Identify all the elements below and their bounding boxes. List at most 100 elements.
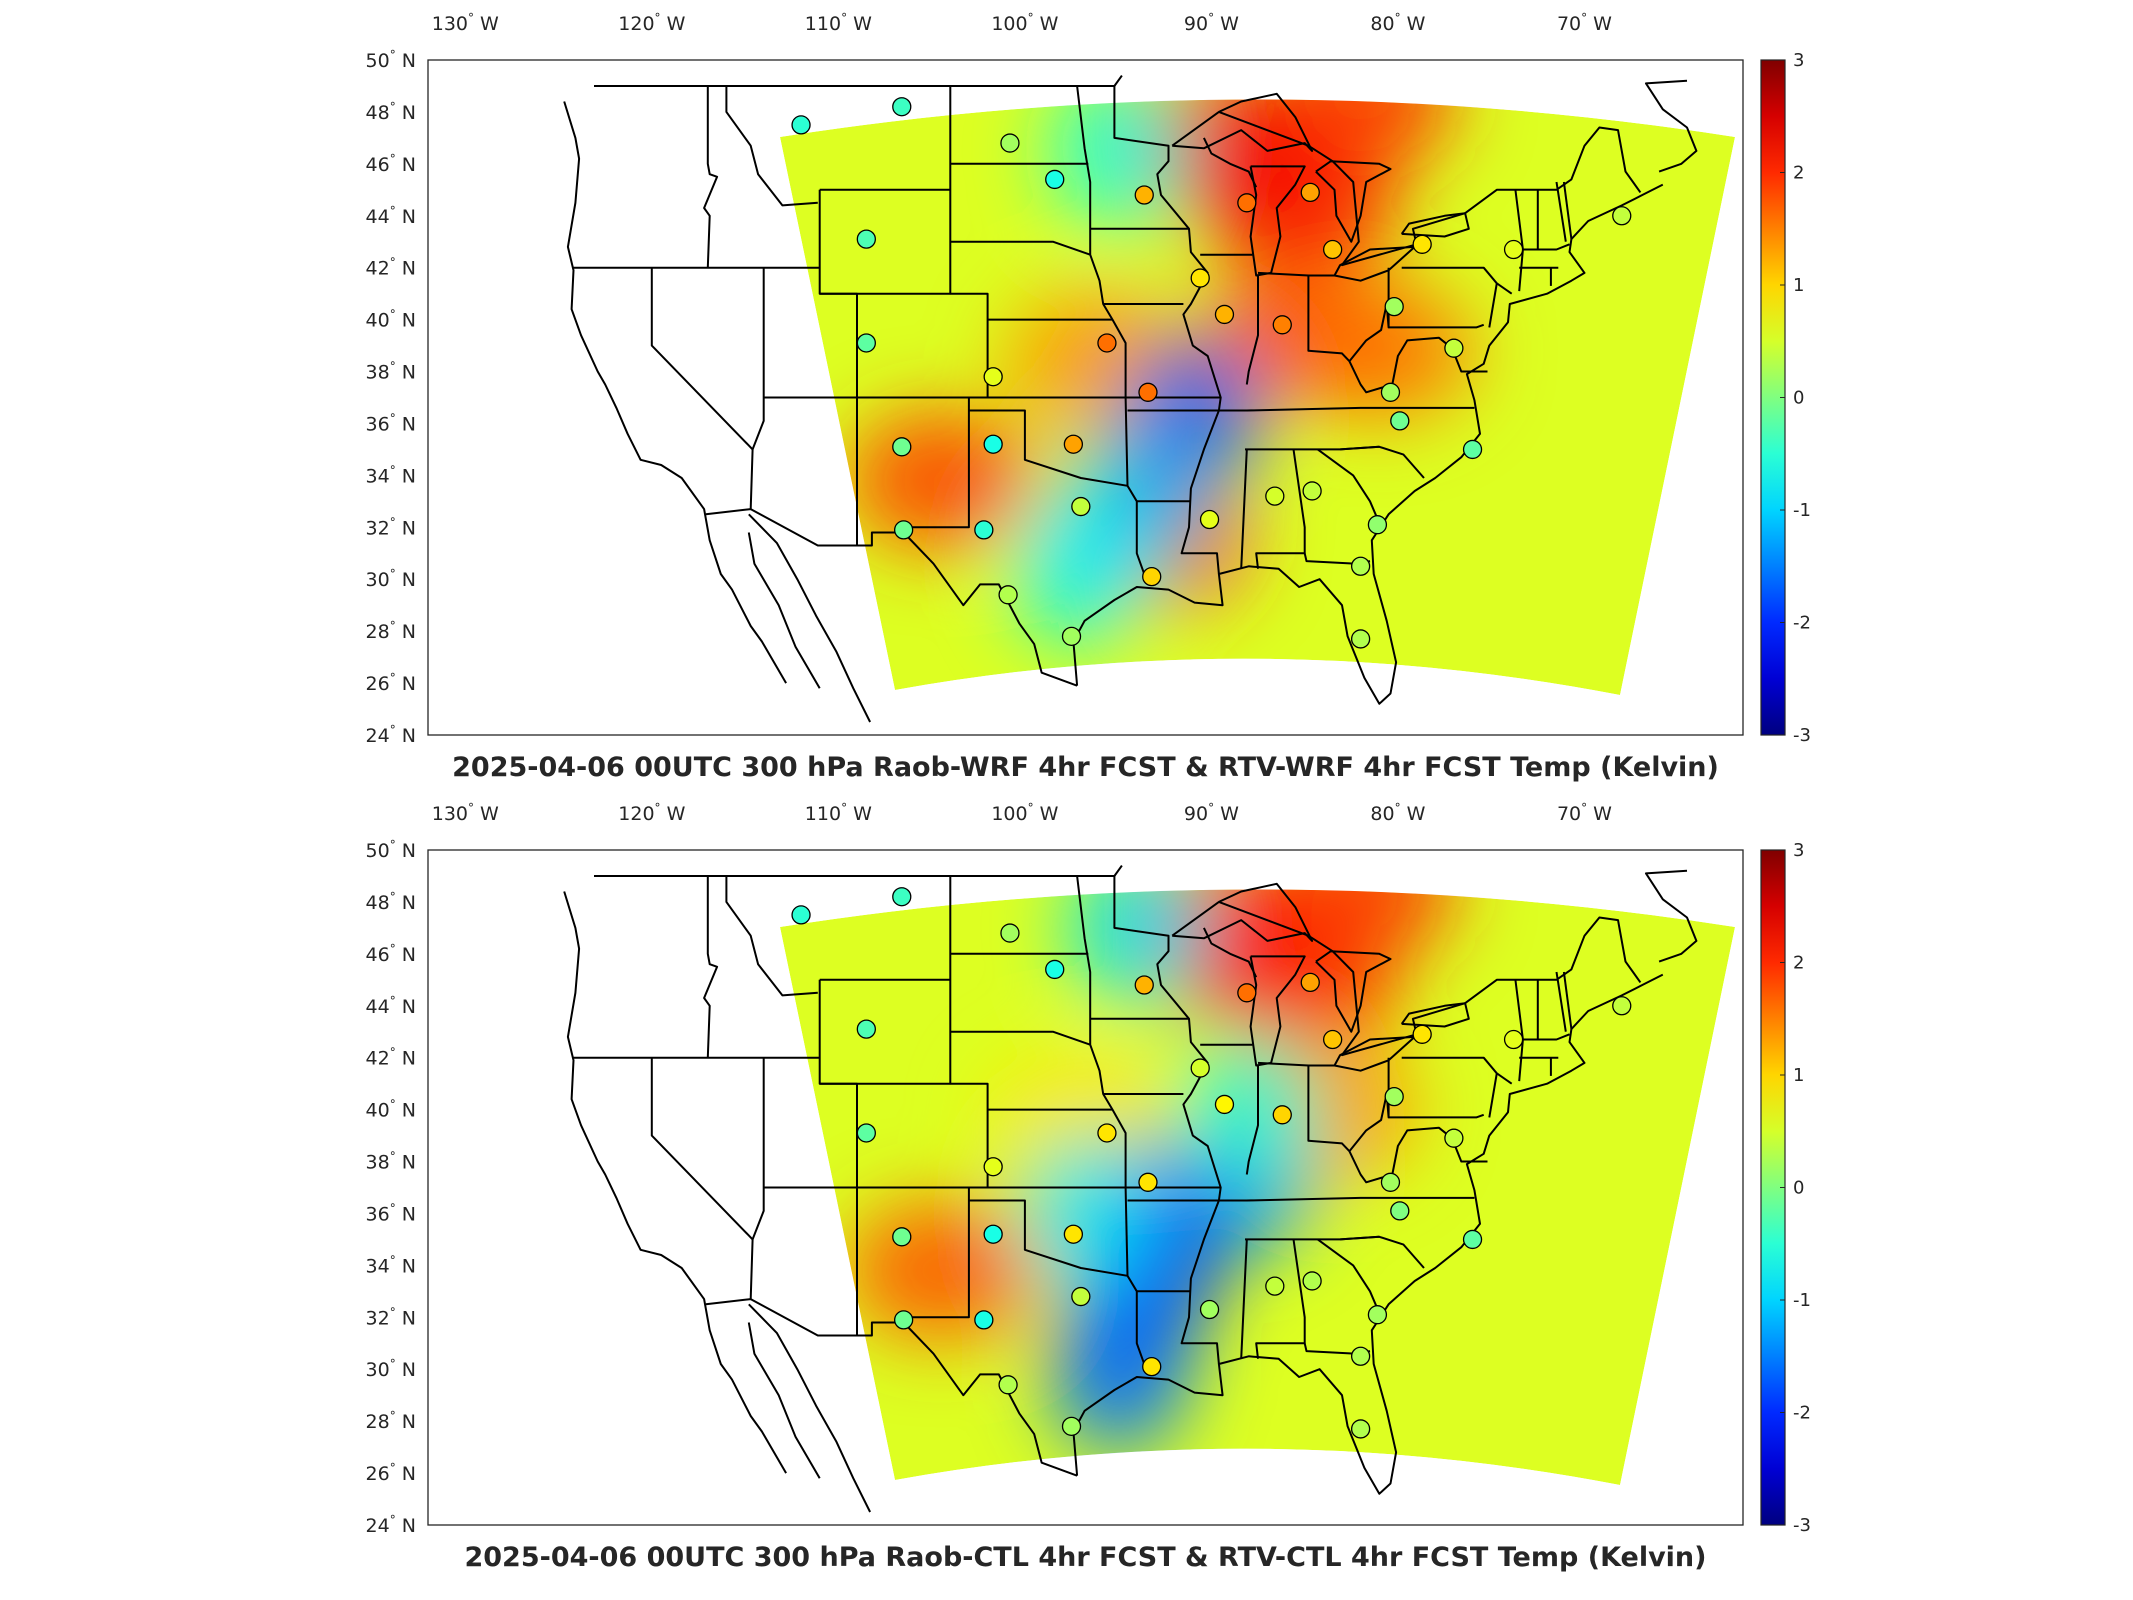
state-border-24 [1245, 275, 1259, 385]
great-lake-0 [1171, 92, 1314, 152]
raob-station [1302, 1271, 1322, 1291]
state-border-41 [1555, 181, 1567, 242]
latitude-label: 28° N [366, 619, 416, 643]
cold-anomaly [1066, 889, 1207, 1008]
raob-station [1322, 239, 1343, 260]
raob-station [1612, 996, 1632, 1016]
state-border-27 [1240, 1239, 1248, 1359]
coastline-maritimes [1645, 79, 1698, 173]
raob-station [892, 1227, 912, 1247]
raob-station [1097, 1123, 1117, 1143]
coastline-east [1072, 973, 1664, 1495]
colorbar: 3 2 1 0 -1 -2 -3 [1760, 840, 1811, 1536]
raob-station [892, 97, 912, 117]
latitude-label: 42° N [366, 1046, 416, 1070]
coastline-baja [747, 1322, 821, 1479]
raob-stations [791, 887, 1632, 1439]
state-border-3 [749, 1057, 765, 1300]
warm-anomaly [845, 410, 1036, 551]
raob-station [1350, 1346, 1371, 1366]
panel-title: 2025-04-06 00UTC 300 hPa Raob-CTL 4hr FC… [464, 1542, 1706, 1573]
longitude-label: 90° W [1184, 801, 1239, 825]
raob-station [1462, 439, 1483, 460]
raob-station [1412, 234, 1432, 254]
state-border-37 [1488, 283, 1498, 328]
latitude-label: 26° N [366, 671, 416, 695]
state-border-33 [1257, 1061, 1335, 1067]
longitude-label: 120° W [618, 11, 685, 35]
latitude-label: 40° N [366, 1098, 416, 1122]
map-figure-top: 130° W 120° W 110° W 100° W 90° W 80° W 70° W 5… [366, 11, 1811, 783]
raob-station [1000, 923, 1020, 943]
state-border-16 [1076, 875, 1127, 1188]
colorbar-tick-label: 2 [1793, 953, 1804, 974]
raob-station [974, 520, 994, 540]
great-lake-0 [1171, 882, 1314, 942]
state-border-13 [901, 397, 970, 529]
raob-station [1612, 206, 1632, 226]
raob-station [1503, 1029, 1524, 1050]
latitude-label: 40° N [366, 308, 416, 332]
state-border-30 [1317, 1238, 1383, 1318]
state-border-33 [1257, 271, 1335, 277]
raob-station [791, 115, 811, 135]
colorbar-tick-label: 1 [1793, 1065, 1804, 1086]
state-border-3 [749, 267, 765, 510]
raob-station [1071, 496, 1091, 517]
raob-station [1272, 1105, 1292, 1125]
colorbar-tick-label: -3 [1793, 725, 1811, 746]
raob-station [1350, 1419, 1371, 1439]
colorbar-tick-label: -3 [1793, 1515, 1811, 1536]
raob-station [1063, 1224, 1084, 1244]
colorbar-tick-label: 0 [1793, 1178, 1804, 1199]
state-border-11 [950, 240, 1091, 256]
raob-station [1265, 1276, 1285, 1296]
raob-station [1097, 333, 1117, 353]
state-border-15 [1124, 1187, 1129, 1276]
warm-anomaly [1265, 889, 1456, 959]
raob-station [856, 229, 876, 249]
longitude-labels: 130° W 120° W 110° W 100° W 90° W 80° W 70° W [432, 11, 1612, 35]
longitude-label: 80° W [1370, 11, 1425, 35]
map-panel-top: 130° W 120° W 110° W 100° W 90° W 80° W 70° W 5… [0, 0, 2133, 790]
state-border-24 [1245, 1065, 1259, 1175]
longitude-label: 100° W [991, 11, 1058, 35]
raob-station [1380, 382, 1401, 402]
latitude-label: 28° N [366, 1409, 416, 1433]
raob-station [1138, 1172, 1158, 1192]
geography [563, 75, 1698, 723]
raob-station [1063, 434, 1084, 454]
state-border-34 [1348, 1057, 1390, 1152]
great-lake-2 [1315, 160, 1392, 243]
raob-station [1071, 1286, 1091, 1307]
colorbar-tick-label: -1 [1793, 500, 1811, 521]
map-figure-bottom: 130° W 120° W 110° W 100° W 90° W 80° W 70° W 5… [366, 801, 1811, 1573]
raob-station [1300, 972, 1320, 993]
raob-station [1237, 193, 1257, 213]
raob-station [892, 437, 912, 457]
state-border-39 [1522, 243, 1570, 251]
state-border-9 [949, 86, 989, 398]
raob-station [1367, 515, 1388, 535]
raob-station [1142, 1356, 1162, 1377]
longitude-label: 70° W [1557, 801, 1612, 825]
raob-station [1061, 1416, 1082, 1436]
great-lake-1 [1249, 165, 1306, 277]
raob-station [1199, 509, 1220, 530]
state-border-14 [968, 409, 1148, 580]
raob-station [1390, 1201, 1410, 1221]
longitude-label: 130° W [432, 801, 499, 825]
raob-station [1390, 411, 1410, 431]
coastline-west [563, 891, 787, 1474]
raob-station [1190, 1058, 1210, 1078]
state-border-31 [1340, 1235, 1425, 1269]
raob-station [1444, 338, 1464, 358]
state-border-36 [1401, 266, 1513, 295]
state-border-4 [725, 86, 818, 207]
state-border-25 [1183, 1196, 1475, 1202]
warm-anomaly [1265, 99, 1456, 169]
latitude-label: 24° N [366, 723, 416, 747]
raob-station [1272, 315, 1292, 335]
border-mexico [705, 1298, 1078, 1477]
latitude-label: 46° N [366, 152, 416, 176]
